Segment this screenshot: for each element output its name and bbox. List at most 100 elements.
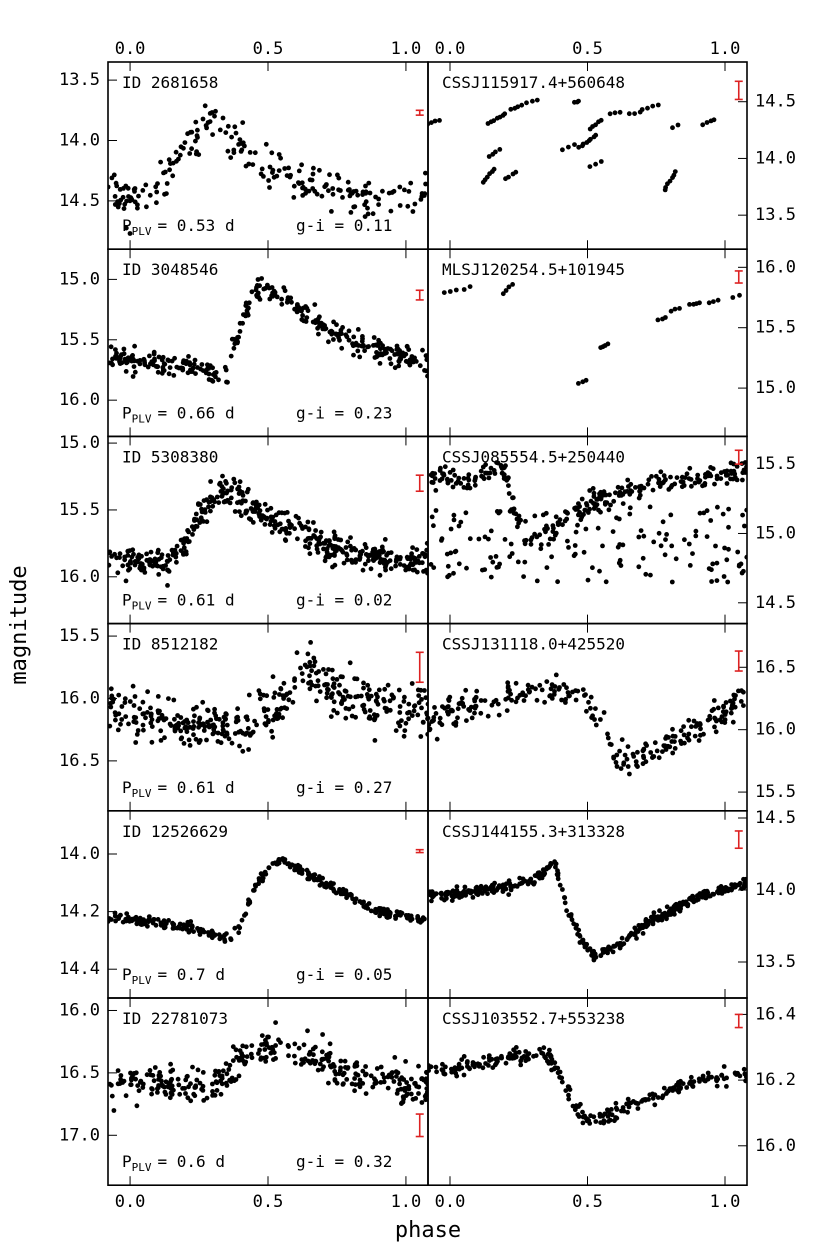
- data-point: [423, 695, 428, 701]
- data-point: [206, 504, 211, 510]
- data-point: [148, 361, 153, 367]
- data-point: [391, 1079, 397, 1084]
- data-point: [396, 358, 402, 364]
- data-point: [438, 465, 443, 471]
- data-point: [396, 348, 402, 353]
- data-point: [135, 559, 140, 565]
- data-point: [363, 552, 369, 557]
- data-point: [488, 555, 493, 560]
- data-point: [725, 472, 730, 478]
- data-point: [632, 111, 637, 116]
- data-point: [614, 1115, 620, 1121]
- data-point: [463, 510, 469, 516]
- data-point: [508, 541, 514, 547]
- data-point: [404, 1080, 409, 1085]
- data-point: [376, 687, 382, 693]
- data-point: [559, 1079, 565, 1085]
- data-point: [178, 728, 184, 734]
- data-point: [401, 563, 407, 568]
- data-point: [315, 1067, 321, 1073]
- data-point: [418, 734, 424, 739]
- data-point: [344, 557, 350, 563]
- data-point: [128, 195, 134, 201]
- data-point: [636, 564, 642, 570]
- data-point: [240, 140, 246, 146]
- data-point: [621, 760, 627, 766]
- data-point: [280, 715, 285, 721]
- data-point: [719, 719, 725, 725]
- data-point: [522, 559, 528, 565]
- data-point: [212, 706, 218, 712]
- data-point: [300, 305, 306, 311]
- data-point: [620, 542, 626, 548]
- color-label: g-i = 0.32: [296, 1152, 392, 1171]
- data-point: [193, 1083, 199, 1089]
- data-point: [252, 718, 257, 724]
- data-point: [470, 1062, 476, 1068]
- data-point: [721, 574, 727, 579]
- data-point: [734, 477, 740, 483]
- data-point: [162, 735, 167, 741]
- data-point: [416, 1091, 421, 1096]
- data-point: [321, 546, 326, 552]
- data-point: [338, 674, 344, 680]
- data-point: [311, 165, 316, 171]
- data-point: [304, 867, 310, 873]
- data-point: [572, 505, 577, 511]
- data-point: [394, 554, 400, 560]
- data-point: [597, 568, 602, 574]
- data-point: [183, 1091, 188, 1096]
- data-point: [516, 1049, 522, 1055]
- data-point: [641, 533, 647, 539]
- data-point: [352, 676, 357, 682]
- data-point: [224, 1083, 230, 1088]
- data-point: [614, 1107, 620, 1112]
- data-point: [206, 377, 212, 382]
- data-point: [363, 1091, 369, 1096]
- data-point: [375, 694, 380, 700]
- data-point: [381, 906, 387, 912]
- data-point: [449, 898, 455, 903]
- data-point: [210, 1081, 215, 1087]
- data-point: [712, 481, 717, 487]
- data-point: [244, 1054, 250, 1059]
- data-point: [181, 741, 187, 746]
- data-point: [129, 1077, 134, 1083]
- data-point: [613, 760, 619, 765]
- data-point: [705, 1070, 711, 1076]
- data-point: [563, 697, 568, 702]
- period-label: PPLV = 0.6 d: [122, 1152, 225, 1174]
- data-point: [232, 509, 238, 514]
- data-point: [555, 868, 560, 874]
- data-point: [111, 1108, 117, 1113]
- data-point: [655, 1095, 661, 1100]
- data-point: [225, 488, 231, 494]
- data-point: [328, 885, 333, 890]
- data-point: [598, 717, 603, 722]
- data-point: [196, 152, 202, 158]
- data-point: [308, 679, 313, 685]
- data-point: [428, 562, 434, 567]
- data-point: [116, 914, 122, 919]
- data-point: [317, 1061, 323, 1067]
- data-point: [135, 358, 140, 364]
- data-point: [539, 872, 545, 877]
- data-point: [178, 537, 184, 543]
- data-point: [286, 1044, 291, 1049]
- data-point: [134, 1103, 140, 1109]
- data-point: [163, 1092, 169, 1097]
- data-point: [565, 538, 570, 544]
- data-point: [200, 699, 206, 705]
- data-point: [156, 1083, 162, 1088]
- color-label: g-i = 0.05: [296, 965, 392, 984]
- data-point: [140, 188, 146, 193]
- data-point: [531, 881, 537, 887]
- y-tick-label: 15.5: [59, 330, 100, 350]
- data-point: [155, 1090, 160, 1095]
- data-point: [339, 345, 345, 351]
- data-point: [739, 570, 745, 576]
- data-point: [368, 1073, 374, 1079]
- data-point: [270, 167, 276, 173]
- data-point: [150, 1086, 155, 1092]
